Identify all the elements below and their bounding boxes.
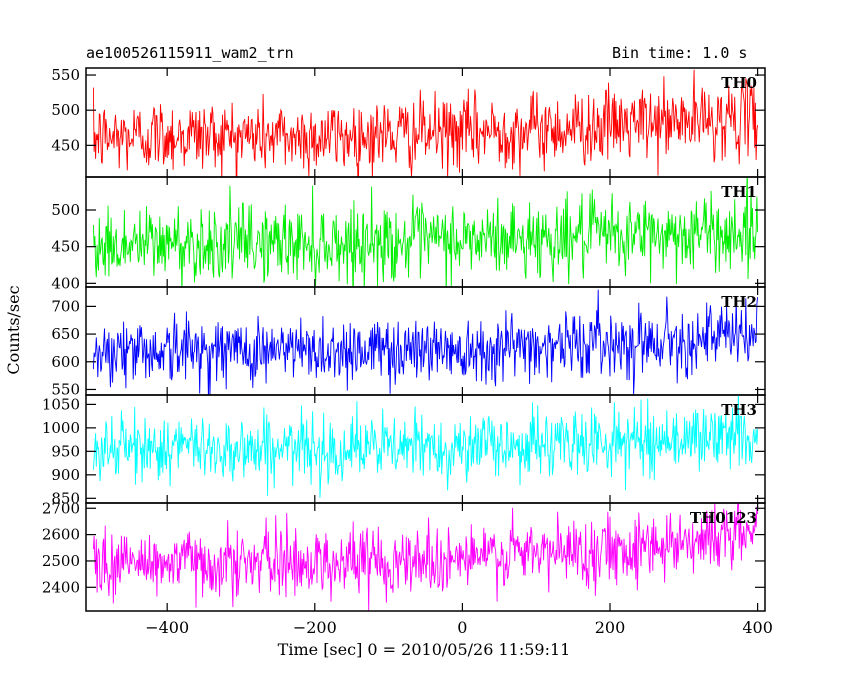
panel-th0: 450 500 550 TH0	[51, 66, 766, 178]
panel-th3: 850 900 950 1000 1050 TH3	[42, 394, 766, 507]
panels-group: 450 500 550 TH0 400 450 500 TH1 550 600 650 700 TH2 8…	[42, 66, 766, 612]
y-tick-label: 500	[51, 101, 80, 119]
panel-label-th3: TH3	[721, 401, 757, 419]
chart-title: ae100526115911_wam2_trn	[86, 44, 294, 62]
panel-label-th0123: TH0123	[690, 509, 757, 527]
panel-th1: 400 450 500 TH1	[51, 176, 766, 292]
panel-frame	[85, 394, 766, 504]
y-tick-label: 850	[51, 489, 80, 507]
x-axis-group: −400 −200 0 200 400	[145, 618, 773, 637]
y-tick-label: 900	[51, 466, 80, 484]
series-line-th0123	[92, 503, 759, 611]
x-tick-label: 0	[457, 618, 467, 637]
panel-label-th1: TH1	[721, 183, 757, 201]
panel-frame	[85, 502, 766, 612]
y-tick-label: 2500	[42, 552, 80, 570]
y-tick-label: 400	[51, 274, 80, 292]
series-line-th2	[92, 289, 759, 395]
panel-label-th0: TH0	[721, 74, 757, 92]
y-tick-label: 2400	[42, 578, 80, 596]
y-tick-label: 550	[51, 380, 80, 398]
y-tick-label: 550	[51, 66, 80, 84]
series-line-th3	[92, 395, 759, 498]
y-tick-label: 2600	[42, 526, 80, 544]
x-axis-label: Time [sec] 0 = 2010/05/26 11:59:11	[278, 640, 571, 659]
y-tick-label: 1000	[42, 419, 80, 437]
panel-label-th2: TH2	[721, 293, 757, 311]
x-tick-label: 200	[595, 618, 626, 637]
bin-time-label: Bin time: 1.0 s	[612, 44, 748, 62]
y-tick-label: 1050	[42, 395, 80, 413]
y-axis-label: Counts/sec	[4, 285, 23, 374]
panel-th2: 550 600 650 700 TH2	[51, 286, 766, 398]
y-tick-label: 650	[51, 325, 80, 343]
panel-th0123: 2400 2500 2600 2700 TH0123	[42, 499, 766, 612]
x-tick-label: −400	[145, 618, 189, 637]
y-tick-label: 700	[51, 297, 80, 315]
y-tick-label: 500	[51, 201, 80, 219]
series-line-th0	[92, 69, 759, 177]
y-tick-label: 950	[51, 442, 80, 460]
y-tick-label: 450	[51, 238, 80, 256]
y-tick-label: 450	[51, 136, 80, 154]
x-tick-label: −200	[293, 618, 337, 637]
y-tick-label: 600	[51, 353, 80, 371]
y-tick-label: 2700	[42, 499, 80, 517]
x-tick-label: 400	[742, 618, 773, 637]
series-line-th1	[92, 177, 759, 287]
